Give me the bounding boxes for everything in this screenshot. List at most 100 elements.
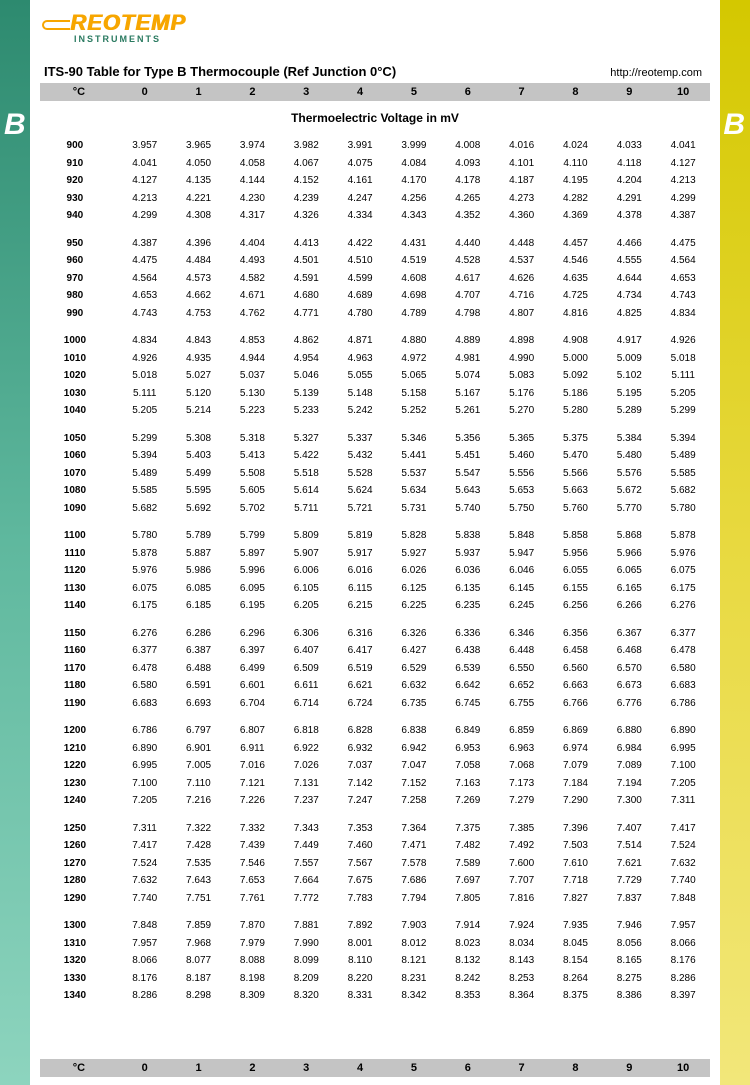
table-row: 10205.0185.0275.0375.0465.0555.0655.0745…	[40, 367, 710, 385]
cell-value: 7.751	[172, 893, 226, 904]
cell-value: 6.580	[656, 663, 710, 674]
cell-value: 6.175	[118, 600, 172, 611]
cell-value: 8.198	[225, 973, 279, 984]
cell-value: 6.580	[118, 680, 172, 691]
cell-value: 6.652	[495, 680, 549, 691]
header-col: 0	[118, 1062, 172, 1074]
cell-value: 6.776	[602, 698, 656, 709]
cell-value: 5.682	[118, 503, 172, 514]
cell-value: 4.484	[172, 255, 226, 266]
cell-value: 6.683	[118, 698, 172, 709]
cell-value: 5.887	[172, 548, 226, 559]
cell-value: 5.986	[172, 565, 226, 576]
cell-value: 7.311	[118, 823, 172, 834]
table-row: 12006.7866.7976.8076.8186.8286.8386.8496…	[40, 722, 710, 740]
table-row: 11306.0756.0856.0956.1056.1156.1256.1356…	[40, 580, 710, 598]
cell-value: 6.550	[495, 663, 549, 674]
table-row: 10805.5855.5955.6055.6145.6245.6345.6435…	[40, 482, 710, 500]
cell-value: 5.585	[656, 468, 710, 479]
header-col: 1	[172, 86, 226, 98]
cell-value: 4.282	[549, 193, 603, 204]
cell-value: 5.065	[387, 370, 441, 381]
table-row: 10004.8344.8434.8534.8624.8714.8804.8894…	[40, 332, 710, 350]
cell-value: 6.448	[495, 645, 549, 656]
cell-value: 4.871	[333, 335, 387, 346]
cell-value: 7.621	[602, 858, 656, 869]
cell-value: 6.621	[333, 680, 387, 691]
cell-value: 6.509	[279, 663, 333, 674]
row-temp: 1330	[40, 973, 118, 984]
cell-value: 5.270	[495, 405, 549, 416]
cell-value: 6.818	[279, 725, 333, 736]
cell-value: 8.220	[333, 973, 387, 984]
cell-value: 7.131	[279, 778, 333, 789]
cell-value: 4.008	[441, 140, 495, 151]
cell-value: 4.135	[172, 175, 226, 186]
cell-value: 8.309	[225, 990, 279, 1001]
cell-value: 6.570	[602, 663, 656, 674]
cell-value: 6.673	[602, 680, 656, 691]
row-temp: 1290	[40, 893, 118, 904]
cell-value: 6.377	[656, 628, 710, 639]
table-row: 9804.6534.6624.6714.6804.6894.6984.7074.…	[40, 287, 710, 305]
cell-value: 3.957	[118, 140, 172, 151]
cell-value: 4.230	[225, 193, 279, 204]
cell-value: 5.308	[172, 433, 226, 444]
header-col: 7	[495, 86, 549, 98]
cell-value: 6.932	[333, 743, 387, 754]
cell-value: 6.387	[172, 645, 226, 656]
cell-value: 5.480	[602, 450, 656, 461]
cell-value: 4.898	[495, 335, 549, 346]
page-title: ITS-90 Table for Type B Thermocouple (Re…	[44, 64, 396, 79]
cell-value: 8.320	[279, 990, 333, 1001]
cell-value: 4.990	[495, 353, 549, 364]
cell-value: 5.614	[279, 485, 333, 496]
cell-value: 4.024	[549, 140, 603, 151]
cell-value: 5.809	[279, 530, 333, 541]
cell-value: 5.897	[225, 548, 279, 559]
cell-value: 5.528	[333, 468, 387, 479]
cell-value: 7.848	[656, 893, 710, 904]
table-row: 9304.2134.2214.2304.2394.2474.2564.2654.…	[40, 190, 710, 208]
cell-value: 4.239	[279, 193, 333, 204]
cell-value: 4.698	[387, 290, 441, 301]
cell-value: 4.326	[279, 210, 333, 221]
cell-value: 4.653	[118, 290, 172, 301]
cell-value: 6.869	[549, 725, 603, 736]
cell-value: 7.827	[549, 893, 603, 904]
cell-value: 4.707	[441, 290, 495, 301]
cell-value: 4.825	[602, 308, 656, 319]
cell-value: 4.908	[549, 335, 603, 346]
cell-value: 4.448	[495, 238, 549, 249]
cell-value: 5.692	[172, 503, 226, 514]
cell-value: 4.110	[549, 158, 603, 169]
cell-value: 5.046	[279, 370, 333, 381]
cell-value: 5.299	[656, 405, 710, 416]
cell-value: 6.478	[118, 663, 172, 674]
cell-value: 7.005	[172, 760, 226, 771]
cell-value: 4.591	[279, 273, 333, 284]
cell-value: 7.482	[441, 840, 495, 851]
cell-value: 7.990	[279, 938, 333, 949]
cell-value: 7.037	[333, 760, 387, 771]
cell-value: 4.519	[387, 255, 441, 266]
cell-value: 6.995	[656, 743, 710, 754]
cell-value: 3.965	[172, 140, 226, 151]
cell-value: 5.299	[118, 433, 172, 444]
cell-value: 4.075	[333, 158, 387, 169]
cell-value: 6.006	[279, 565, 333, 576]
header-temp-label: °C	[40, 1062, 118, 1074]
cell-value: 5.148	[333, 388, 387, 399]
cell-value: 5.130	[225, 388, 279, 399]
table-row: 11706.4786.4886.4996.5096.5196.5296.5396…	[40, 660, 710, 678]
cell-value: 7.632	[656, 858, 710, 869]
cell-value: 4.935	[172, 353, 226, 364]
cell-value: 7.100	[118, 778, 172, 789]
table-row: 12206.9957.0057.0167.0267.0377.0477.0587…	[40, 757, 710, 775]
cell-value: 4.369	[549, 210, 603, 221]
cell-value: 5.537	[387, 468, 441, 479]
table-row: 10405.2055.2145.2235.2335.2425.2525.2615…	[40, 402, 710, 420]
table-row: 12807.6327.6437.6537.6647.6757.6867.6977…	[40, 872, 710, 890]
cell-value: 4.954	[279, 353, 333, 364]
table-row: 9003.9573.9653.9743.9823.9913.9994.0084.…	[40, 137, 710, 155]
